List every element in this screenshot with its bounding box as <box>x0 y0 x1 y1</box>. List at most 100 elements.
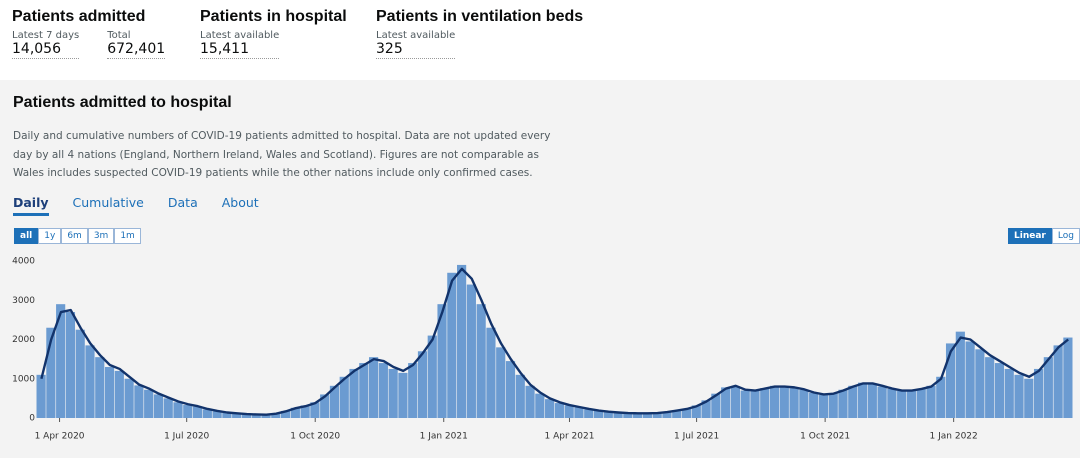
bar <box>56 304 66 418</box>
bar <box>427 335 437 418</box>
x-tick-label: 1 Oct 2020 <box>290 432 340 442</box>
bar <box>926 385 936 418</box>
bar <box>398 372 408 418</box>
scale-buttons: Linear Log <box>1008 228 1080 244</box>
tabs: Daily Cumulative Data About <box>13 195 283 216</box>
bar <box>613 412 623 418</box>
bar <box>574 407 584 418</box>
bar <box>212 411 222 418</box>
bar <box>975 349 985 418</box>
bar <box>750 390 760 418</box>
headline-item: Total 672,401 <box>107 30 166 59</box>
x-tick-label: 1 Jul 2021 <box>674 432 719 442</box>
bar <box>730 386 741 418</box>
headline-value[interactable]: 325 <box>376 41 456 59</box>
headline-item: Latest available 15,411 <box>200 30 280 59</box>
scale-button[interactable]: Linear <box>1008 228 1052 244</box>
bar <box>85 345 95 418</box>
y-tick-label: 2000 <box>12 335 35 345</box>
x-tick-label: 1 Apr 2021 <box>545 432 595 442</box>
range-button[interactable]: 3m <box>87 228 115 244</box>
headline-value[interactable]: 15,411 <box>200 41 280 59</box>
bar <box>1014 374 1024 418</box>
bar <box>1053 345 1063 418</box>
bar <box>75 329 85 418</box>
bar <box>339 376 349 418</box>
x-tick-label: 1 Jan 2022 <box>930 432 978 442</box>
x-tick-label: 1 Jul 2020 <box>164 432 209 442</box>
bar <box>936 376 946 418</box>
range-button[interactable]: 1m <box>114 228 141 244</box>
tab[interactable]: About <box>221 195 259 210</box>
bar <box>603 412 613 418</box>
bar <box>329 385 340 418</box>
bar <box>554 403 564 418</box>
bar <box>46 327 56 418</box>
headline-group: Patients in ventilation beds Latest avail… <box>376 8 583 59</box>
bar <box>545 399 555 418</box>
bar <box>1033 368 1044 418</box>
bar <box>848 385 858 418</box>
scale-button[interactable]: Log <box>1051 228 1080 244</box>
headline-bar: Patients admitted Latest 7 days 14,056 Tota… <box>0 0 1080 80</box>
bar <box>769 385 780 418</box>
bar <box>691 405 701 418</box>
panel-title: Patients admitted to hospital <box>13 94 232 111</box>
bar <box>36 374 46 418</box>
bar <box>623 413 633 418</box>
bar <box>320 394 330 418</box>
panel-description: Daily and cumulative numbers of COVID-19… <box>13 130 551 179</box>
bar <box>818 394 829 418</box>
y-tick-label: 0 <box>29 414 35 424</box>
bar <box>1024 378 1034 418</box>
bar <box>183 405 193 418</box>
bar <box>447 272 457 418</box>
range-button[interactable]: 6m <box>61 228 88 244</box>
bar <box>945 343 956 418</box>
bar <box>496 347 506 418</box>
bar <box>994 363 1005 418</box>
bar <box>887 388 897 418</box>
bar <box>192 406 203 418</box>
average-line <box>40 267 1069 416</box>
bar <box>232 413 242 418</box>
bar <box>906 390 917 418</box>
headline-group: Patients admitted Latest 7 days 14,056 Tota… <box>12 8 193 59</box>
range-buttons: all 1y 6m 3m 1m <box>14 228 141 244</box>
bar <box>505 361 516 418</box>
bar <box>965 341 975 418</box>
bar <box>378 363 388 418</box>
headline-title: Patients in hospital <box>200 8 347 25</box>
x-tick-label: 1 Apr 2020 <box>35 432 85 442</box>
range-button[interactable]: 1y <box>38 228 62 244</box>
tab[interactable]: Data <box>167 195 198 210</box>
bar <box>222 412 232 418</box>
bar <box>652 412 662 418</box>
bar <box>261 414 271 418</box>
headline-label: Total <box>107 30 131 41</box>
bar <box>809 392 819 418</box>
headline-title: Patients admitted <box>12 8 146 25</box>
y-tick-label: 4000 <box>12 257 35 267</box>
bar <box>290 407 300 418</box>
bar <box>711 393 721 418</box>
tab[interactable]: Cumulative <box>72 195 144 210</box>
bar <box>241 414 252 418</box>
bar <box>633 413 643 418</box>
headline-value[interactable]: 672,401 <box>107 41 166 59</box>
bar <box>271 413 281 418</box>
bar <box>584 409 594 418</box>
headline-title: Patients in ventilation beds <box>376 8 584 25</box>
tab[interactable]: Daily <box>13 195 49 216</box>
bar <box>877 386 887 418</box>
bar <box>457 264 467 418</box>
bar <box>701 400 711 418</box>
bar <box>838 389 848 418</box>
range-button[interactable]: all <box>14 228 39 244</box>
bar <box>437 304 447 418</box>
bar <box>985 357 995 418</box>
bar <box>153 394 164 418</box>
headline-value[interactable]: 14,056 <box>12 41 80 59</box>
bar <box>300 405 310 418</box>
headline-item: Latest 7 days 14,056 <box>12 30 80 59</box>
